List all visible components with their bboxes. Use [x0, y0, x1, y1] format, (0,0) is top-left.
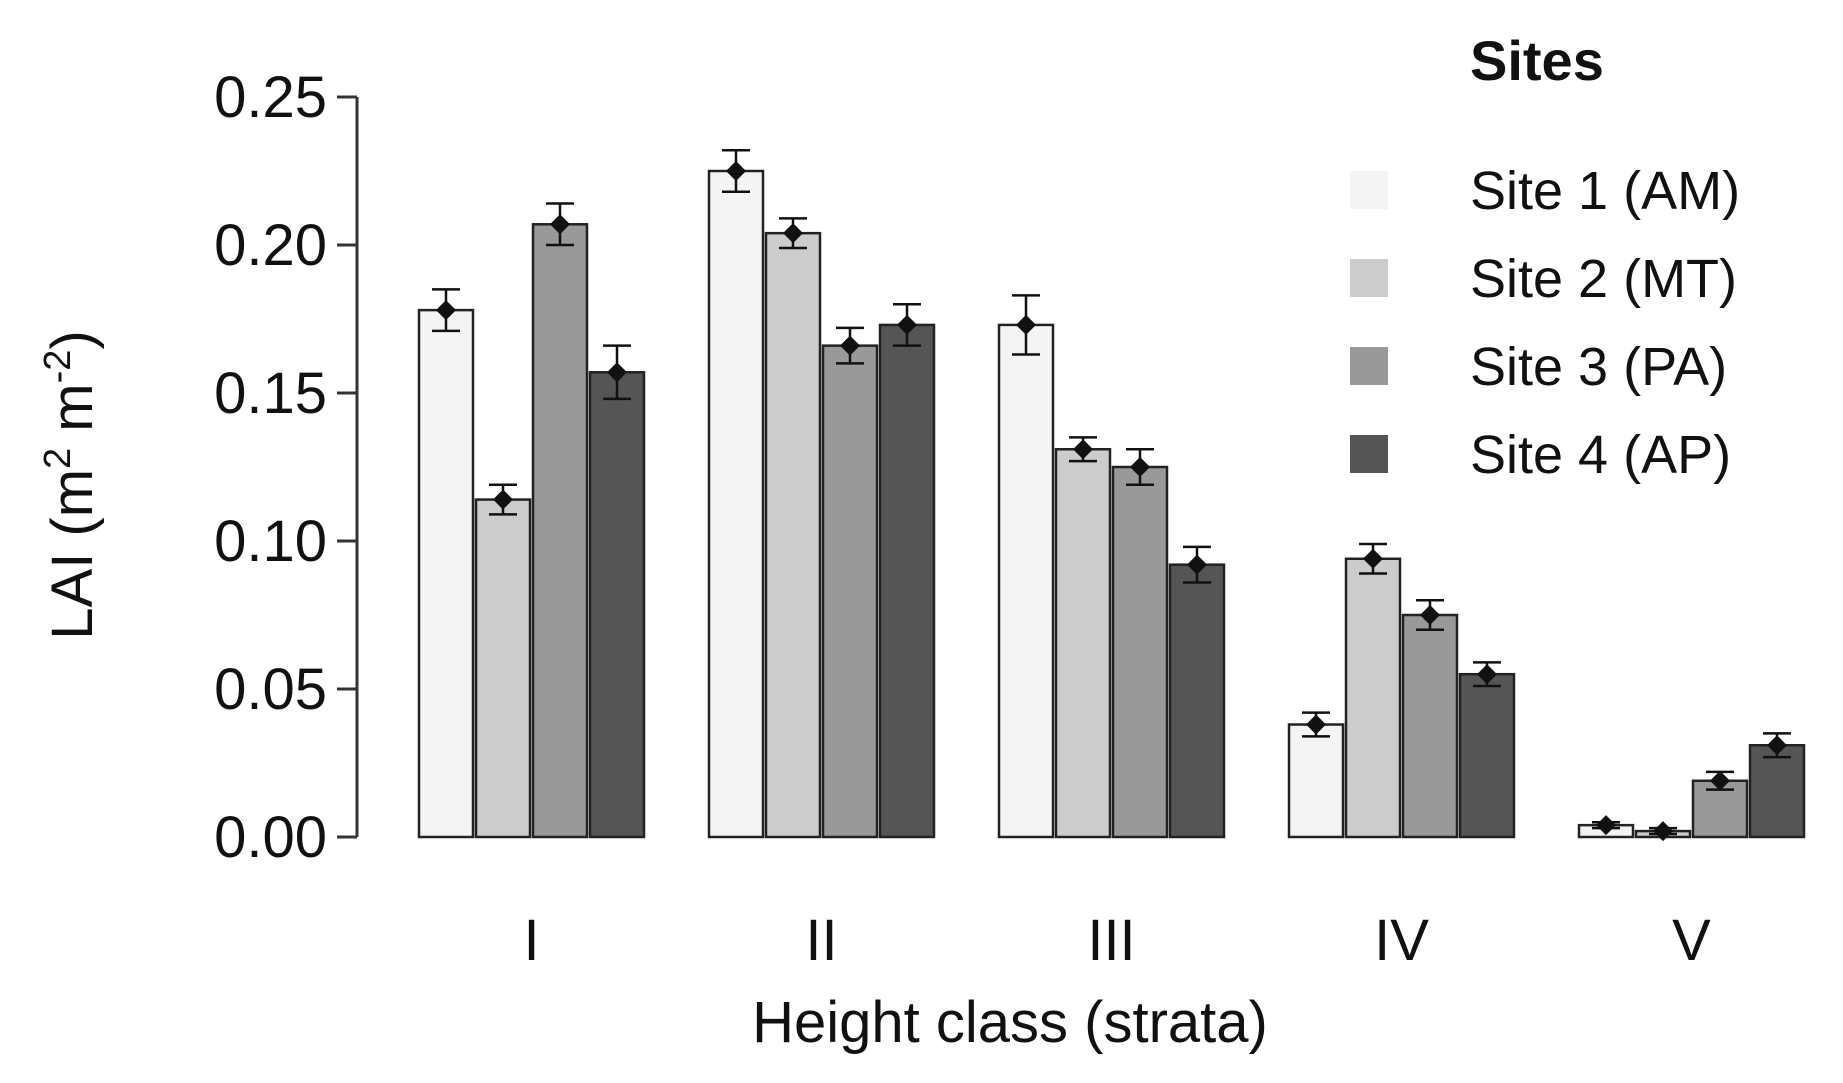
y-tick-label: 0.10 — [214, 509, 327, 574]
bar — [417, 308, 475, 839]
x-axis-title: Height class (strata) — [752, 990, 1268, 1055]
mean-point — [1073, 439, 1093, 460]
mean-point — [1130, 457, 1150, 477]
legend-swatch — [1350, 347, 1388, 385]
bar — [764, 231, 822, 839]
bar — [1111, 465, 1169, 839]
mean-point — [1363, 548, 1383, 569]
mean-point — [1710, 770, 1730, 791]
bar — [821, 344, 879, 839]
mean-point — [1477, 664, 1497, 685]
bar — [474, 498, 532, 839]
legend-label: Site 1 (AM) — [1470, 161, 1740, 221]
x-category-label: I — [523, 908, 539, 973]
error-bars — [432, 149, 1791, 842]
legend-swatch — [1350, 259, 1388, 297]
bar — [997, 323, 1055, 839]
mean-point — [726, 161, 746, 181]
y-axis-title: LAI (m2 m-2) — [37, 330, 105, 640]
y-tick-label: 0.05 — [214, 657, 327, 722]
mean-point — [1306, 714, 1326, 735]
mean-point — [1653, 821, 1673, 842]
mean-point — [1420, 605, 1440, 625]
legend-label: Site 2 (MT) — [1470, 249, 1737, 309]
bar — [878, 323, 936, 839]
legend: Sites Site 1 (AM) Site 2 (MT) Site 3 (PA) S… — [1350, 29, 1740, 485]
y-tick-label: 0.15 — [214, 361, 327, 426]
mean-point — [607, 362, 627, 383]
bar — [1287, 723, 1345, 839]
mean-point — [897, 314, 917, 335]
legend-swatch — [1350, 171, 1388, 209]
x-category-label: V — [1672, 908, 1711, 973]
y-tick-label: 0.25 — [214, 65, 327, 130]
mean-point — [493, 489, 513, 510]
bar — [1748, 743, 1806, 839]
bar — [1168, 563, 1226, 839]
legend-label: Site 4 (AP) — [1470, 425, 1731, 485]
mean-point — [1016, 314, 1036, 335]
bars — [417, 169, 1806, 839]
x-category-label: III — [1087, 908, 1135, 973]
mean-point — [840, 335, 860, 356]
bar — [588, 371, 646, 839]
legend-label: Site 3 (PA) — [1470, 337, 1727, 397]
y-axis: 0.00 0.05 0.10 0.15 0.20 0.25 — [214, 65, 359, 870]
mean-point — [1187, 554, 1207, 575]
x-category-label: IV — [1374, 908, 1429, 973]
bar — [531, 223, 589, 839]
bar — [707, 169, 765, 839]
mean-point — [1767, 735, 1787, 756]
x-axis-labels: I II III IV V — [523, 908, 1711, 973]
bar — [1458, 672, 1516, 839]
mean-point — [1596, 815, 1616, 836]
mean-point — [436, 300, 456, 321]
legend-swatch — [1350, 435, 1388, 473]
mean-point — [783, 223, 803, 244]
y-tick-label: 0.00 — [214, 805, 327, 870]
x-category-label: II — [805, 908, 837, 973]
bar — [1344, 557, 1402, 839]
mean-point — [550, 214, 570, 235]
y-tick-label: 0.20 — [214, 213, 327, 278]
bar — [1054, 447, 1112, 839]
legend-title: Sites — [1470, 29, 1604, 92]
bar — [1401, 613, 1459, 839]
